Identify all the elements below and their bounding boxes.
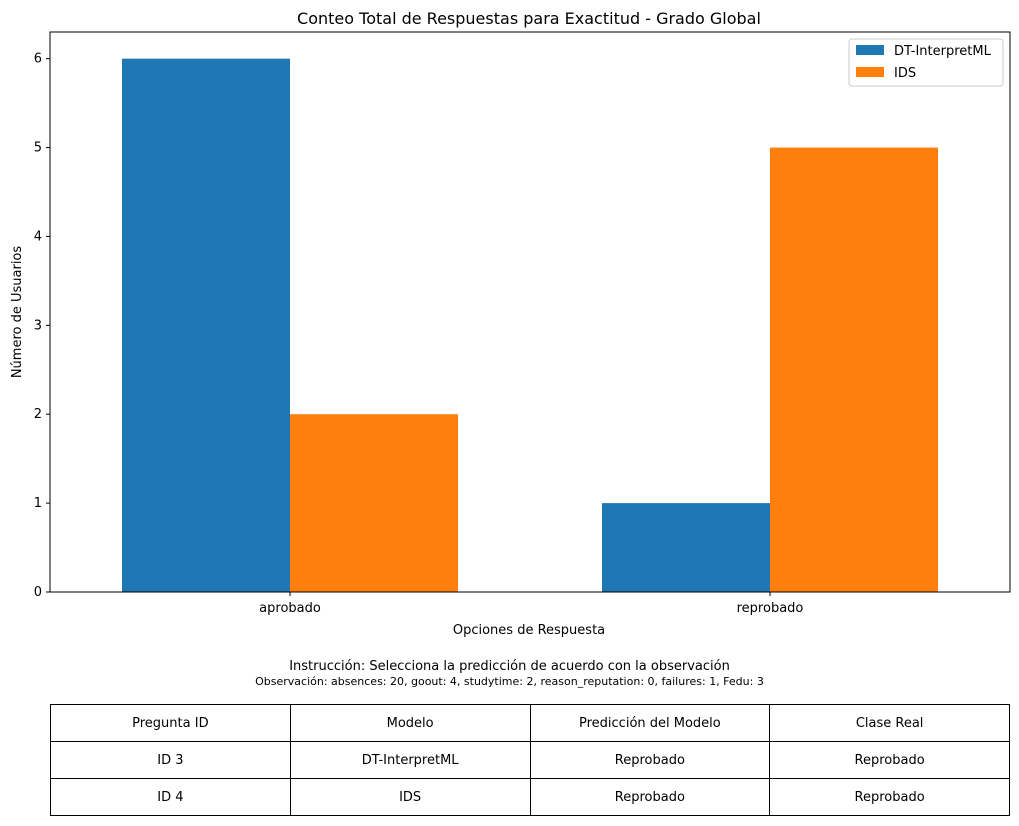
table-cell: DT-InterpretML bbox=[289, 741, 531, 779]
table-header-row: Pregunta ID Modelo Predicción del Modelo… bbox=[50, 704, 1010, 742]
instruction-block: Instrucción: Selecciona la predicción de… bbox=[0, 658, 1019, 689]
bars-layer bbox=[122, 58, 938, 593]
header-cell-modelo: Modelo bbox=[289, 704, 531, 742]
table-cell: Reprobado bbox=[769, 741, 1010, 779]
y-axis-label: Número de Usuarios bbox=[10, 246, 25, 379]
bar-chart: Conteo Total de Respuestas para Exactitu… bbox=[10, 9, 1011, 638]
bar-ids-aprobado bbox=[290, 414, 458, 592]
legend-label-ids: IDS bbox=[894, 66, 916, 81]
legend-box bbox=[848, 38, 1004, 87]
table-row: ID 4 IDS Reprobado Reprobado bbox=[50, 778, 1010, 816]
instruction-text: Instrucción: Selecciona la predicción de… bbox=[289, 659, 730, 674]
table-row: ID 3 DT-InterpretML Reprobado Reprobado bbox=[50, 741, 1010, 779]
observation-text: Observación: absences: 20, goout: 4, stu… bbox=[255, 675, 764, 688]
header-cell-pregunta-id: Pregunta ID bbox=[50, 704, 291, 742]
bar-ids-reprobado bbox=[770, 147, 938, 593]
axes-layer: 0 1 2 3 4 5 6 aprobado reprobado bbox=[34, 52, 804, 616]
table-cell: Reprobado bbox=[769, 778, 1010, 816]
y-tick-label: 2 bbox=[34, 407, 42, 422]
prediction-table: Pregunta ID Modelo Predicción del Modelo… bbox=[50, 704, 1010, 816]
x-tick-label: reprobado bbox=[737, 601, 804, 616]
table-cell: Reprobado bbox=[529, 778, 771, 816]
plot-frame bbox=[49, 31, 1011, 593]
y-tick-label: 1 bbox=[34, 496, 42, 511]
chart-title: Conteo Total de Respuestas para Exactitu… bbox=[297, 9, 761, 28]
x-axis-label: Opciones de Respuesta bbox=[453, 623, 605, 638]
bar-dt-interpretml-reprobado bbox=[602, 503, 770, 592]
table-cell: IDS bbox=[289, 778, 531, 816]
y-tick-label: 6 bbox=[34, 52, 42, 67]
y-tick-label: 0 bbox=[34, 585, 42, 600]
header-cell-prediccion: Predicción del Modelo bbox=[529, 704, 771, 742]
legend-swatch-dt-interpretml bbox=[856, 45, 884, 55]
legend: DT-InterpretML IDS bbox=[848, 38, 1004, 87]
table-cell: ID 4 bbox=[50, 778, 291, 816]
header-cell-clase-real: Clase Real bbox=[769, 704, 1010, 742]
y-tick-label: 4 bbox=[34, 229, 42, 244]
y-tick-label: 3 bbox=[34, 318, 42, 333]
table-cell: ID 3 bbox=[50, 741, 291, 779]
legend-swatch-ids bbox=[856, 67, 884, 77]
x-tick-label: aprobado bbox=[259, 601, 321, 616]
y-tick-label: 5 bbox=[34, 141, 42, 156]
table-cell: Reprobado bbox=[529, 741, 771, 779]
legend-label-dt-interpretml: DT-InterpretML bbox=[894, 44, 992, 59]
bar-dt-interpretml-aprobado bbox=[122, 58, 290, 592]
